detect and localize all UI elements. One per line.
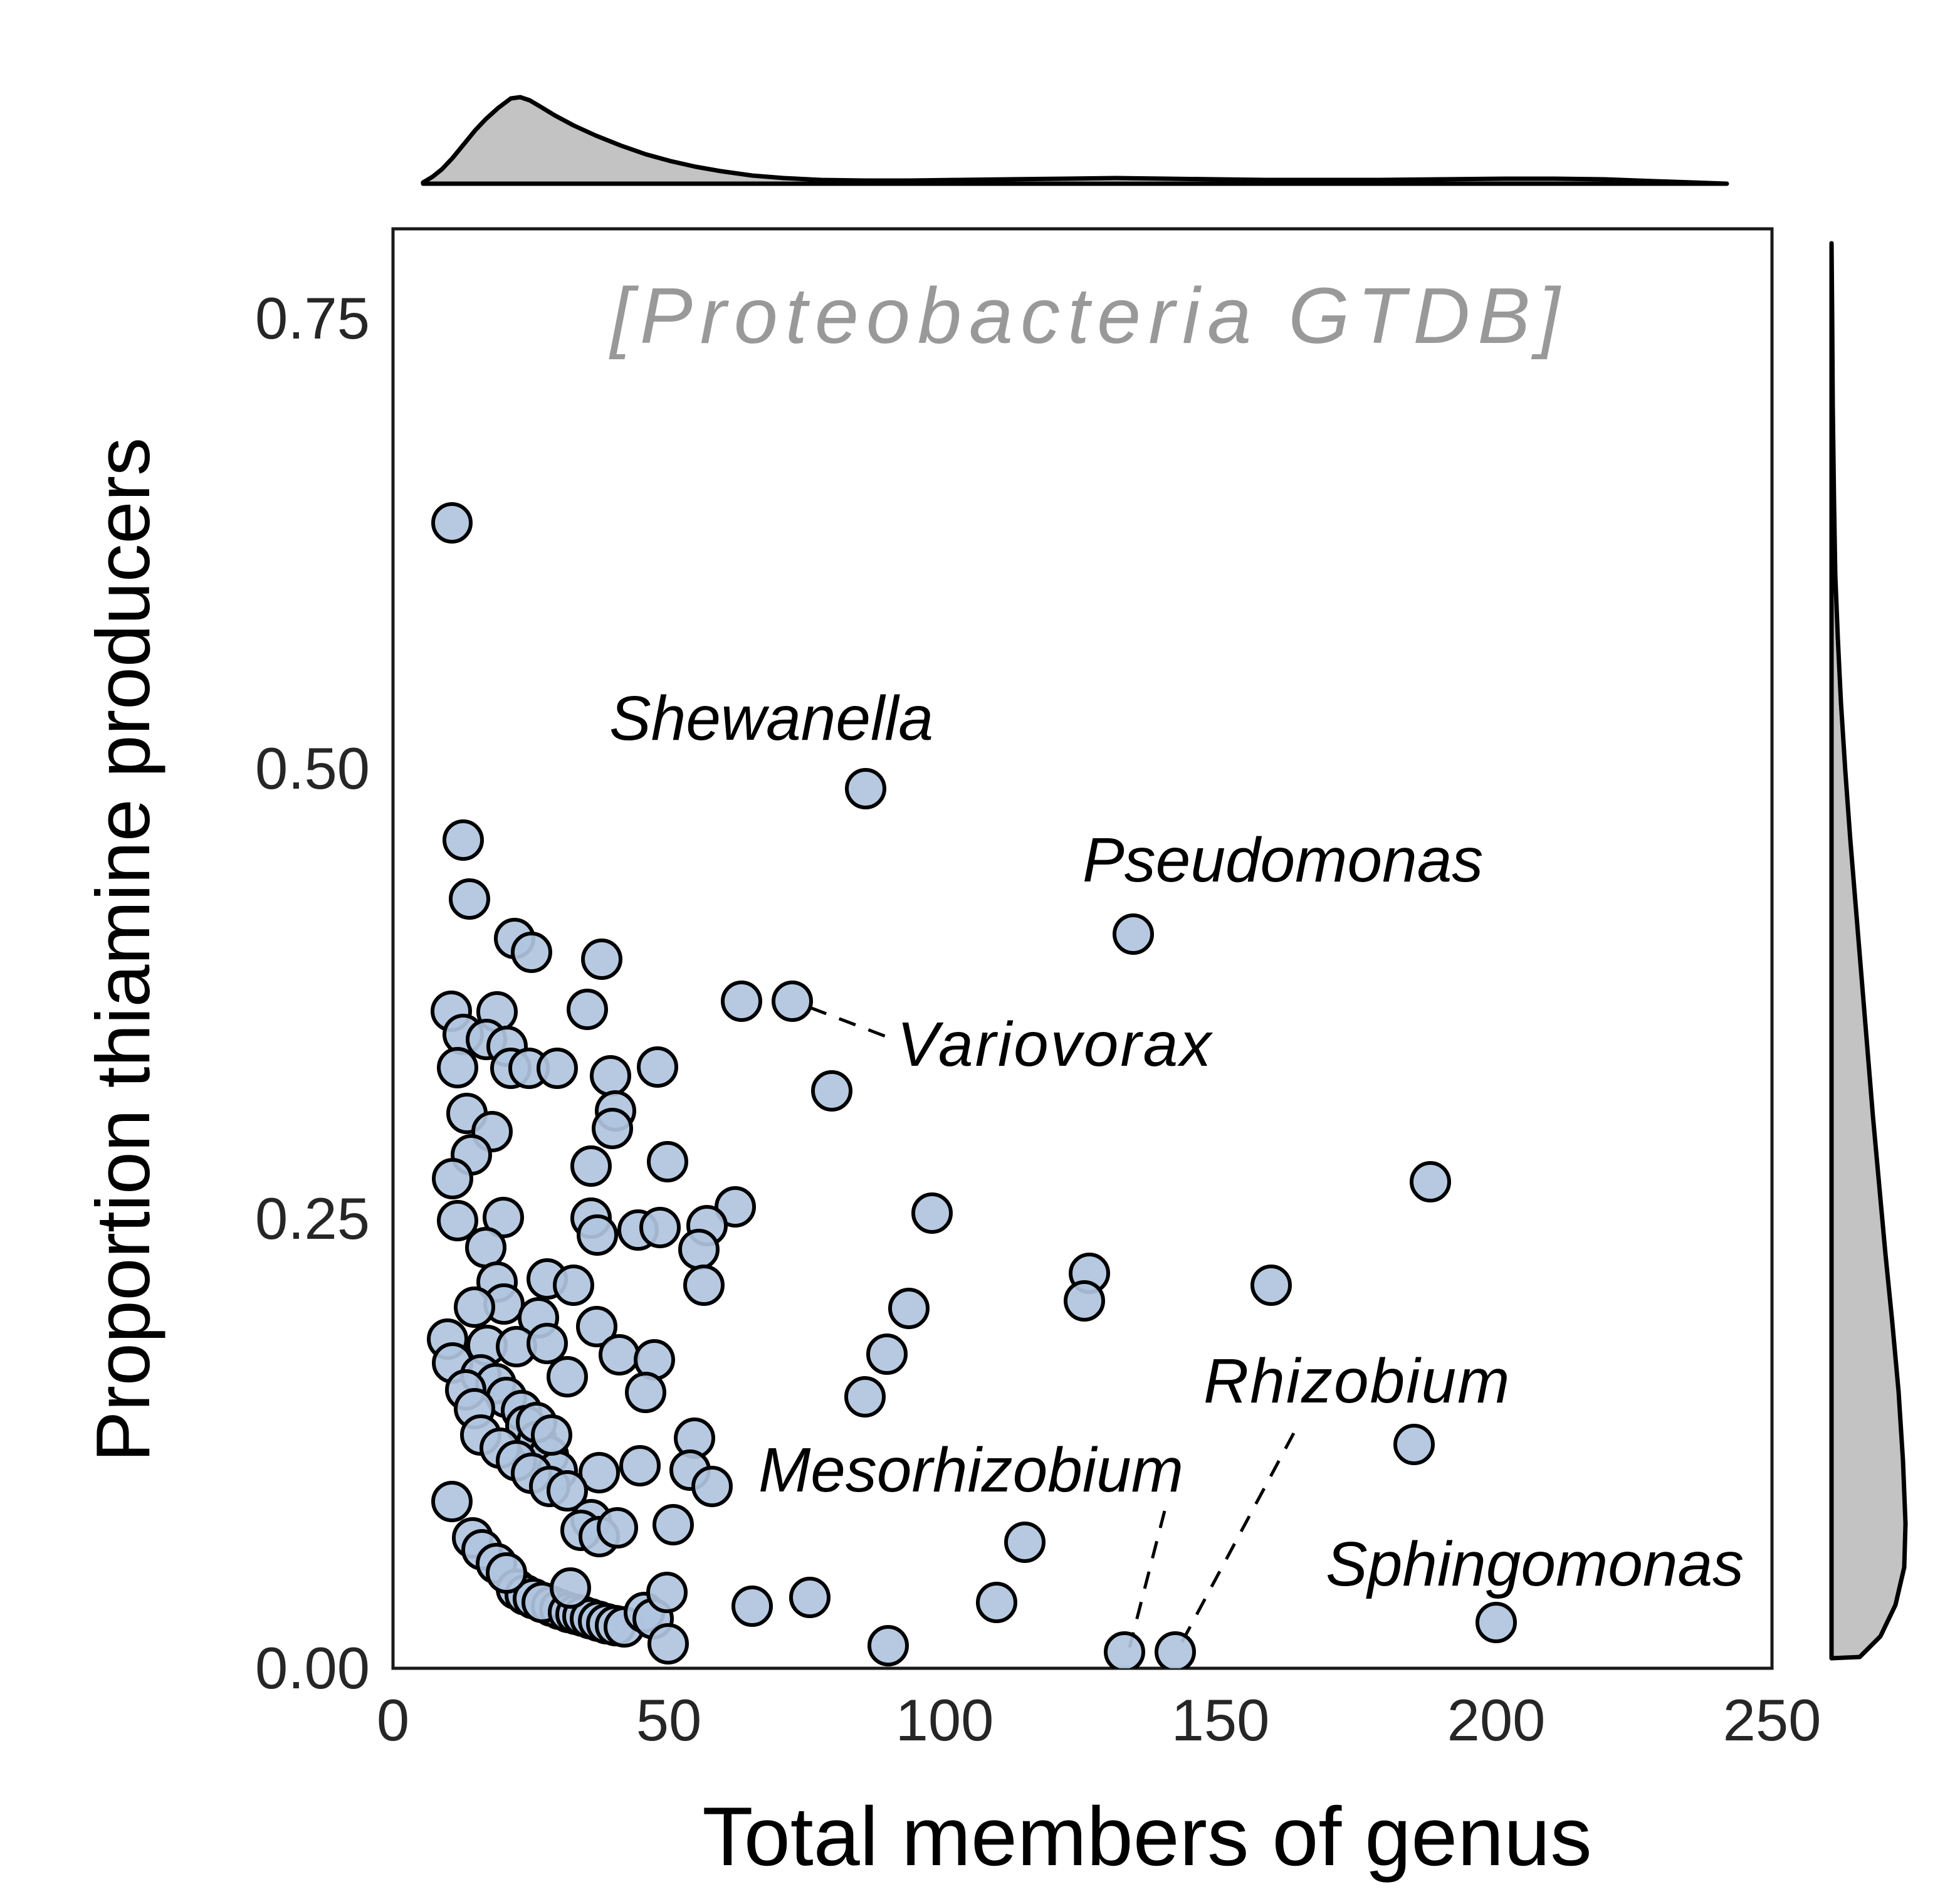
svg-text:150: 150 [1172, 1687, 1270, 1753]
svg-text:Rhizobium: Rhizobium [1203, 1346, 1511, 1416]
svg-text:Total members of genus: Total members of genus [702, 1791, 1591, 1883]
svg-text:0: 0 [377, 1687, 409, 1753]
svg-text:50: 50 [636, 1687, 702, 1753]
svg-text:0.25: 0.25 [255, 1186, 370, 1251]
svg-text:Mesorhizobium: Mesorhizobium [758, 1435, 1183, 1505]
svg-text:250: 250 [1723, 1687, 1822, 1753]
svg-text:Shewanella: Shewanella [609, 683, 933, 754]
svg-text:0.00: 0.00 [255, 1635, 370, 1701]
svg-text:100: 100 [896, 1687, 994, 1753]
svg-text:0.75: 0.75 [255, 285, 370, 351]
svg-text:[Proteobacteria GTDB]: [Proteobacteria GTDB] [609, 271, 1568, 360]
svg-text:Variovorax: Variovorax [897, 1009, 1213, 1080]
svg-text:200: 200 [1447, 1687, 1546, 1753]
svg-text:Sphingomonas: Sphingomonas [1326, 1529, 1744, 1599]
svg-text:Proportion thiamine producers: Proportion thiamine producers [80, 438, 165, 1462]
svg-text:0.50: 0.50 [255, 735, 370, 801]
svg-text:Pseudomonas: Pseudomonas [1082, 825, 1483, 895]
